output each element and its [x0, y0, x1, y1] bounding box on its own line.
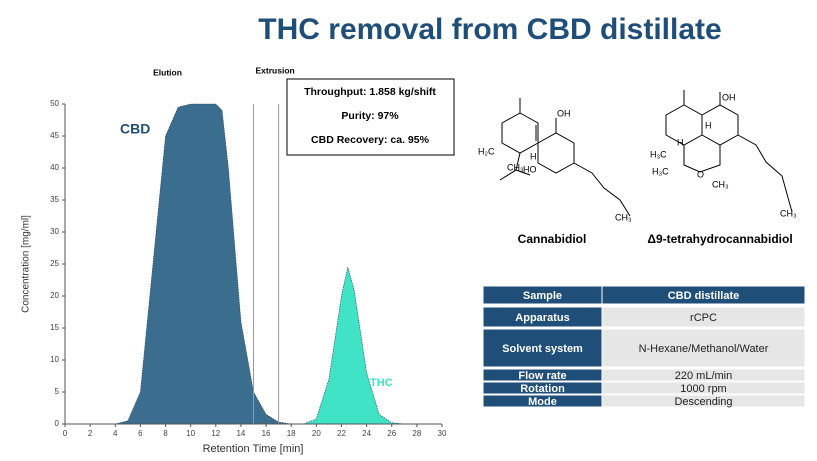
- area: [115, 103, 292, 425]
- y-tick-label: 0: [55, 419, 60, 428]
- x-tick-label: 18: [287, 429, 296, 438]
- atom: OH: [557, 108, 571, 118]
- atom: CH₃: [780, 208, 797, 218]
- x-axis-title: Retention Time [min]: [203, 443, 304, 455]
- table-cell: [601, 394, 806, 408]
- table-text: 220 mL/min: [675, 370, 732, 382]
- x-tick-label: 8: [163, 429, 168, 438]
- x-tick-label: 22: [337, 429, 346, 438]
- x-tick-label: 0: [63, 429, 68, 438]
- table-text: Mode: [528, 396, 557, 408]
- table-text: Descending: [674, 396, 732, 408]
- table-text: N-Hexane/Methanol/Water: [639, 343, 769, 355]
- molecule-cbd: OH HO H H₂C CH₃ CH₃: [478, 98, 632, 222]
- x-tick-label: 20: [312, 429, 321, 438]
- y-tick-label: 15: [50, 323, 59, 332]
- atom: CH₃: [507, 162, 524, 172]
- table-cell: [601, 285, 806, 305]
- x-tick-label: 4: [113, 429, 118, 438]
- x-tick-label: 12: [211, 429, 220, 438]
- table-text: CBD distillate: [668, 290, 740, 302]
- x-tick-label: 14: [236, 429, 245, 438]
- x-tick-label: 26: [387, 429, 396, 438]
- y-tick-label: 10: [50, 355, 59, 364]
- x-tick-label: 28: [412, 429, 421, 438]
- x-tick-label: 16: [262, 429, 271, 438]
- x-tick-label: 6: [138, 429, 143, 438]
- info-line: Purity: 97%: [341, 110, 399, 122]
- molecule-name: Δ9-tetrahydrocannabidiol: [647, 232, 792, 246]
- table-text: Rotation: [520, 383, 565, 395]
- region-label: Extrusion: [256, 65, 295, 75]
- atom: H₃C: [652, 166, 669, 176]
- atom: H: [530, 151, 537, 161]
- x-tick-label: 24: [362, 429, 371, 438]
- y-tick-label: 25: [50, 259, 59, 268]
- table-text: Solvent system: [502, 343, 583, 355]
- table-text: Apparatus: [515, 312, 569, 324]
- atom: HO: [523, 164, 537, 174]
- series-label: CBD: [120, 121, 150, 137]
- slide-title: THC removal from CBD distillate: [258, 13, 721, 46]
- y-tick-label: 30: [50, 227, 59, 236]
- y-tick-label: 5: [55, 387, 60, 396]
- y-tick-label: 40: [50, 163, 59, 172]
- atom: H₂C: [478, 146, 495, 156]
- molecule-name: Cannabidiol: [518, 232, 587, 246]
- table-text: 1000 rpm: [680, 383, 726, 395]
- info-line: Throughput: 1.858 kg/shift: [304, 86, 436, 98]
- series-label: THC: [370, 377, 393, 389]
- y-tick-label: 35: [50, 195, 59, 204]
- table-cell: [601, 368, 806, 382]
- table-text: Flow rate: [518, 370, 566, 382]
- y-tick-label: 50: [50, 99, 59, 108]
- y-tick-label: 20: [50, 291, 59, 300]
- x-tick-label: 30: [438, 429, 447, 438]
- y-axis-title: Concentration [mg/ml]: [21, 215, 32, 313]
- table-text: rCPC: [690, 312, 717, 324]
- x-tick-label: 10: [186, 429, 195, 438]
- x-tick-label: 2: [88, 429, 93, 438]
- molecule-thc: OH H H H₃C H₃C O CH₃ CH₃: [650, 90, 797, 218]
- region-label: Elution: [153, 67, 182, 77]
- atom: H: [677, 137, 684, 147]
- atom: O: [697, 169, 704, 179]
- info-box: [286, 78, 455, 156]
- table-cell: [601, 306, 806, 328]
- atom: OH: [722, 92, 736, 102]
- atom: H₃C: [650, 149, 667, 159]
- atom: CH₃: [712, 179, 729, 189]
- atom: CH₃: [615, 212, 632, 222]
- table-cell: [601, 381, 806, 395]
- table-cell: [482, 328, 603, 368]
- area: [303, 267, 405, 425]
- table-text: Sample: [523, 290, 562, 302]
- y-tick-label: 45: [50, 131, 59, 140]
- info-line: CBD Recovery: ca. 95%: [311, 134, 430, 146]
- atom: H: [705, 120, 712, 130]
- table-cell: [601, 328, 806, 368]
